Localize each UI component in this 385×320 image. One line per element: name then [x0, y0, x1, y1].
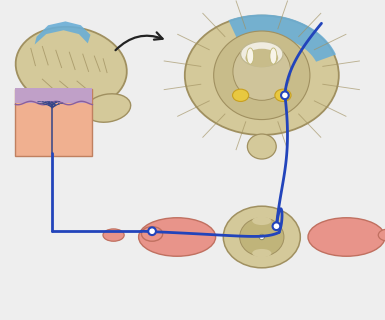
- Ellipse shape: [16, 27, 127, 108]
- Ellipse shape: [252, 217, 271, 225]
- Ellipse shape: [275, 89, 291, 101]
- Ellipse shape: [246, 49, 278, 67]
- Ellipse shape: [252, 249, 271, 257]
- Ellipse shape: [141, 227, 163, 241]
- Circle shape: [281, 92, 289, 99]
- Circle shape: [259, 234, 264, 240]
- Ellipse shape: [241, 42, 283, 67]
- Circle shape: [148, 228, 156, 235]
- Ellipse shape: [214, 31, 310, 120]
- Ellipse shape: [139, 218, 216, 256]
- Polygon shape: [228, 14, 336, 62]
- Ellipse shape: [308, 218, 385, 256]
- Ellipse shape: [247, 48, 254, 64]
- FancyBboxPatch shape: [69, 103, 87, 130]
- Circle shape: [273, 222, 280, 230]
- Ellipse shape: [85, 94, 131, 122]
- Ellipse shape: [103, 229, 124, 241]
- FancyBboxPatch shape: [15, 88, 92, 103]
- Ellipse shape: [233, 43, 291, 100]
- Ellipse shape: [270, 48, 277, 64]
- FancyBboxPatch shape: [15, 89, 92, 156]
- Ellipse shape: [185, 16, 339, 135]
- Ellipse shape: [223, 206, 300, 268]
- Ellipse shape: [233, 89, 249, 101]
- Ellipse shape: [378, 229, 385, 241]
- Polygon shape: [35, 21, 90, 44]
- Ellipse shape: [239, 218, 284, 256]
- Ellipse shape: [248, 134, 276, 159]
